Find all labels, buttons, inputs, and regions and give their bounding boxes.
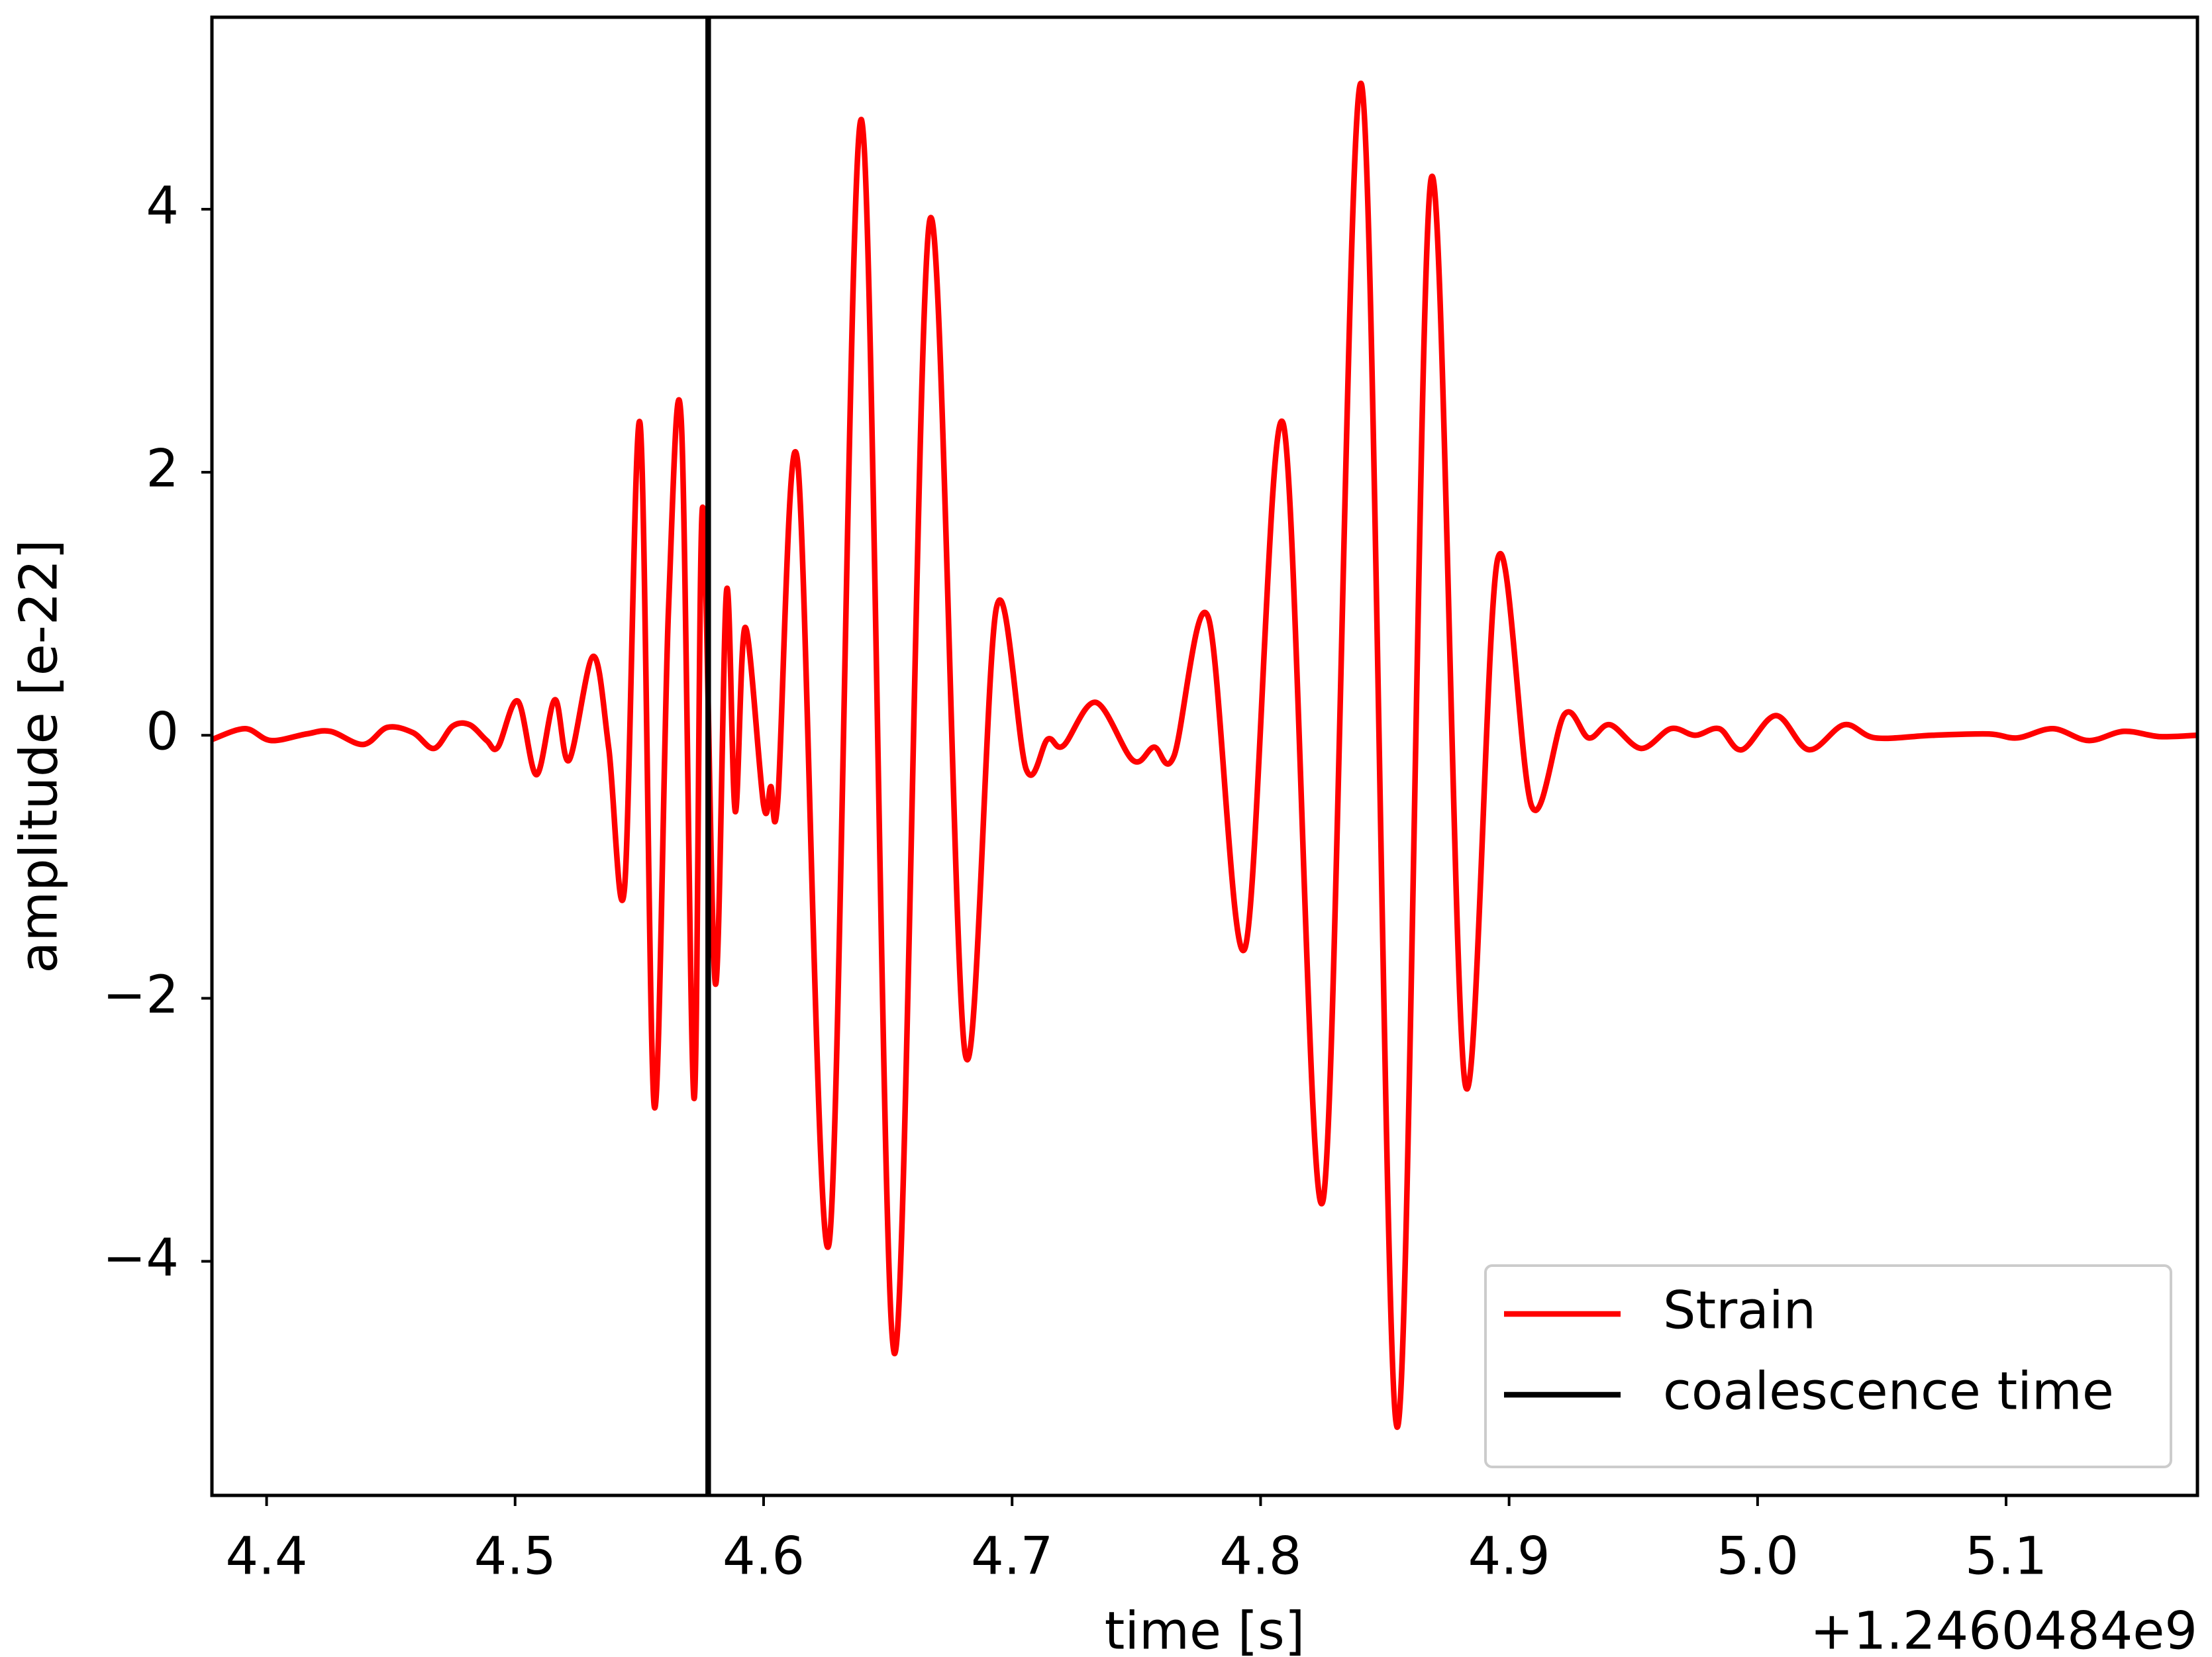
y-axis-label: amplitude [e-22]: [9, 539, 69, 973]
y-tick-label: −4: [103, 1229, 179, 1288]
x-axis-label: time [s]: [1105, 1601, 1305, 1657]
x-tick-label: 4.9: [1468, 1527, 1550, 1586]
legend-label: Strain: [1663, 1281, 1816, 1340]
x-tick-label: 4.6: [723, 1527, 805, 1586]
x-tick-label: 5.0: [1717, 1527, 1799, 1586]
x-offset-label: +1.2460484e9: [1810, 1601, 2197, 1657]
y-tick-label: 4: [146, 176, 179, 236]
x-tick-label: 5.1: [1965, 1527, 2047, 1586]
y-tick-label: 2: [146, 440, 179, 499]
plot-frame: [210, 15, 2199, 1497]
x-tick-label: 4.7: [971, 1527, 1053, 1586]
y-tick-label: 0: [146, 703, 179, 762]
y-tick-label: −2: [103, 966, 179, 1025]
x-tick-label: 4.5: [474, 1527, 556, 1586]
x-tick-label: 4.8: [1219, 1527, 1301, 1586]
legend-box: [1484, 1264, 2172, 1468]
x-tick-label: 4.4: [226, 1527, 308, 1586]
line-series: [212, 80, 2197, 1431]
legend-label: coalescence time: [1663, 1362, 2114, 1421]
